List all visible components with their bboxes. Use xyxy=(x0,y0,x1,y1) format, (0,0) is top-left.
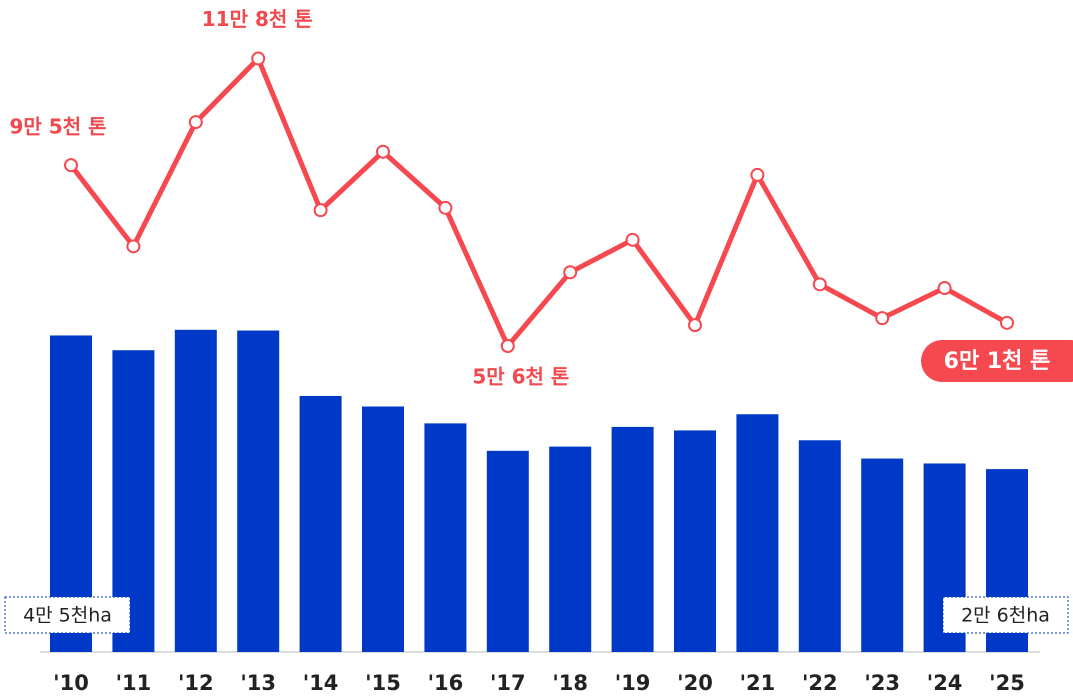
x-tick-label: '15 xyxy=(365,671,401,695)
bar xyxy=(174,329,217,652)
x-tick-label: '13 xyxy=(240,671,276,695)
bar xyxy=(611,426,654,652)
line xyxy=(69,56,1009,349)
x-tick-label: '23 xyxy=(864,671,900,695)
point xyxy=(875,311,890,326)
point xyxy=(688,318,702,333)
point xyxy=(188,115,203,130)
bar xyxy=(486,450,529,652)
bar xyxy=(299,395,342,652)
bar xyxy=(674,430,716,652)
x-tick-label: '14 xyxy=(303,671,339,695)
label-box xyxy=(942,596,1069,634)
point xyxy=(64,158,78,173)
x-tick-label: '18 xyxy=(552,671,588,695)
bar xyxy=(237,330,280,652)
bar xyxy=(362,406,404,652)
point xyxy=(812,277,827,292)
x-tick-label: '10 xyxy=(53,671,89,695)
bar xyxy=(861,458,904,652)
x-tick-label: '16 xyxy=(428,671,464,695)
x-tick-label: '20 xyxy=(677,671,713,695)
line-label: 9만 5천 톤 xyxy=(10,115,107,139)
point xyxy=(1000,315,1014,330)
bar-label: 2만 6천ha xyxy=(961,605,1050,627)
point xyxy=(313,203,328,218)
bar-label: 4만 5천ha xyxy=(23,605,112,627)
bar xyxy=(549,446,592,652)
point xyxy=(750,167,765,182)
bar xyxy=(424,423,467,652)
point xyxy=(438,200,453,215)
line-label: 11만 8천 톤 xyxy=(202,7,313,31)
x-tick-label: '21 xyxy=(740,671,776,695)
x-tick-label: '24 xyxy=(927,671,963,695)
pill xyxy=(921,340,1073,382)
point xyxy=(937,281,952,296)
bar xyxy=(798,440,841,652)
line-label: 5만 6천 톤 xyxy=(472,365,569,389)
point xyxy=(376,144,390,159)
x-tick-label: '22 xyxy=(802,671,838,695)
point xyxy=(625,232,640,247)
point xyxy=(126,239,141,254)
x-tick-label: '25 xyxy=(989,671,1025,695)
label-box xyxy=(4,596,131,634)
point xyxy=(563,265,578,280)
x-tick-label: '19 xyxy=(615,671,651,695)
bar xyxy=(736,414,779,652)
x-tick-label: '11 xyxy=(116,671,152,695)
x-tick-label: '17 xyxy=(490,671,526,695)
point xyxy=(251,51,266,66)
point xyxy=(500,339,515,353)
line-label: 6만 1천 톤 xyxy=(944,349,1051,374)
x-tick-label: '12 xyxy=(178,671,214,695)
